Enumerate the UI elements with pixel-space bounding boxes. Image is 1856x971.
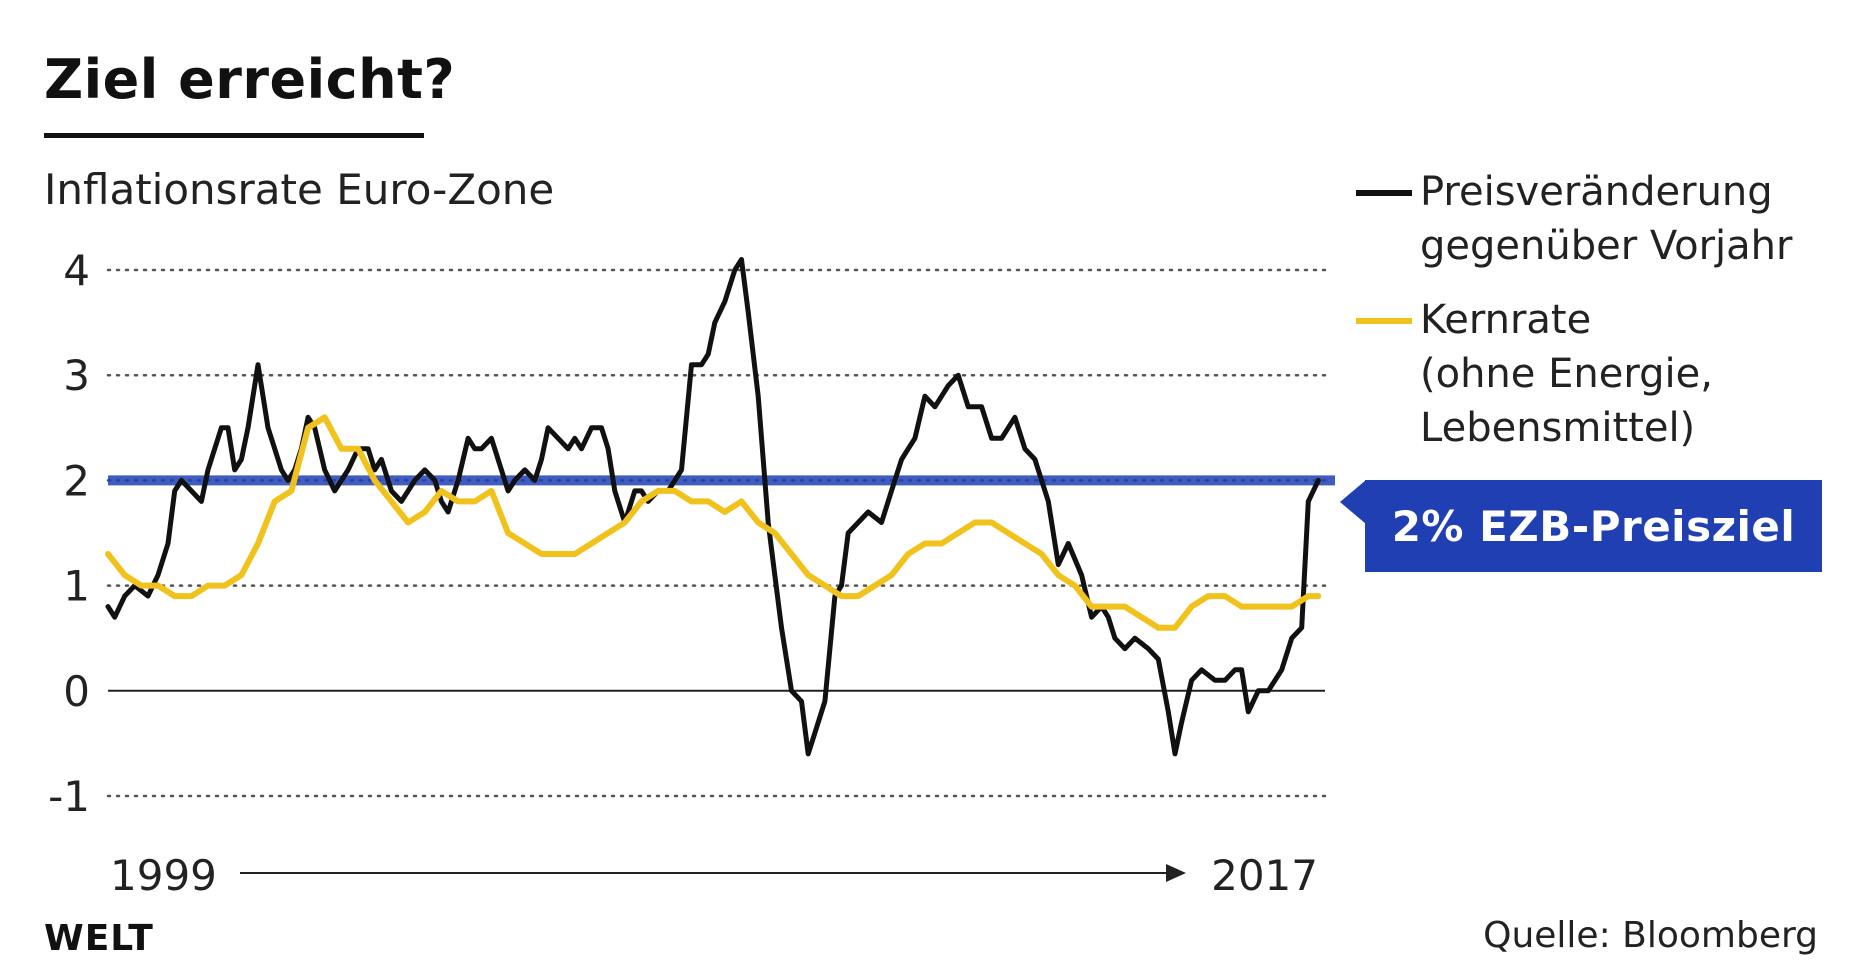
target-pointer <box>1340 480 1366 524</box>
x-arrow-head <box>1166 864 1186 882</box>
x-label-start: 1999 <box>110 851 217 900</box>
logo: WELT <box>44 918 154 959</box>
y-tick-label: 4 <box>63 246 90 295</box>
target-line <box>108 475 1335 486</box>
legend-label-headline: Preisveränderung gegenüber Vorjahr <box>1420 169 1793 269</box>
source-note: Quelle: Bloomberg <box>1483 915 1818 956</box>
legend-swatch-headline <box>1356 190 1412 196</box>
legend-swatch-core <box>1356 318 1412 324</box>
title-underline <box>44 133 424 138</box>
target-label: 2% EZB-Preisziel <box>1391 501 1796 551</box>
x-label-end: 2017 <box>1211 851 1318 900</box>
page-title: Ziel erreicht? <box>44 48 456 111</box>
y-tick-label: 2 <box>63 456 90 505</box>
target-label-box: 2% EZB-Preisziel <box>1365 480 1822 572</box>
y-tick-label: 1 <box>63 562 90 611</box>
y-tick-label: 0 <box>63 667 90 716</box>
series-line-core <box>105 414 1322 631</box>
y-tick-label: -1 <box>48 772 90 821</box>
y-tick-label: 3 <box>63 351 90 400</box>
chart-subtitle: Inflationsrate Euro-Zone <box>44 165 555 214</box>
legend-label-core: Kernrate (ohne Energie, Lebensmittel) <box>1420 297 1713 451</box>
